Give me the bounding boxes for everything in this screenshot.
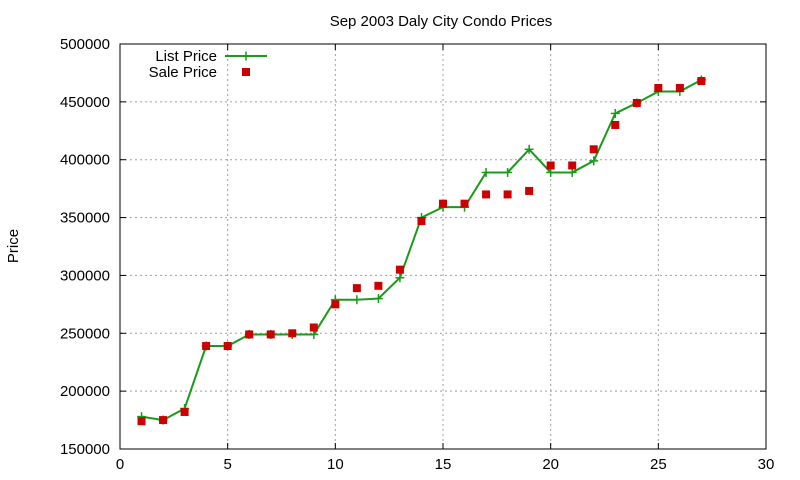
legend: List Price Sale Price bbox=[149, 48, 267, 81]
sale-price-point bbox=[180, 407, 189, 416]
x-tick-label: 10 bbox=[327, 456, 344, 473]
y-axis-label: Price bbox=[5, 229, 22, 263]
sale-price-point bbox=[654, 83, 663, 92]
sale-price-point bbox=[546, 161, 555, 170]
list-price-line bbox=[141, 78, 702, 422]
sale-price-point bbox=[159, 416, 168, 425]
sale-price-point bbox=[697, 77, 706, 86]
y-tick-label: 200000 bbox=[60, 383, 110, 400]
list-price-point bbox=[610, 108, 620, 118]
sale-price-point bbox=[309, 323, 318, 332]
y-tick-label: 450000 bbox=[60, 94, 110, 111]
sale-price-point bbox=[331, 300, 340, 309]
list-price-point bbox=[503, 167, 513, 177]
sale-price-point bbox=[503, 190, 512, 199]
y-tick-label: 150000 bbox=[60, 441, 110, 458]
x-tick-label: 15 bbox=[435, 456, 452, 473]
sale-price-point bbox=[395, 265, 404, 274]
list-price-point bbox=[352, 295, 362, 305]
y-tick-label: 400000 bbox=[60, 152, 110, 169]
x-tick-label: 25 bbox=[650, 456, 667, 473]
x-tick-label: 0 bbox=[116, 456, 124, 473]
sale-price-point bbox=[245, 330, 254, 339]
legend-marker-list-price bbox=[241, 51, 251, 61]
sale-price-point bbox=[417, 217, 426, 226]
list-price-point bbox=[589, 156, 599, 166]
sale-price-point bbox=[482, 190, 491, 199]
legend-swatch-sale-price bbox=[242, 68, 250, 76]
sale-price-point bbox=[439, 199, 447, 208]
y-tick-label: 350000 bbox=[60, 210, 110, 227]
sale-price-point bbox=[460, 199, 469, 208]
sale-price-point bbox=[568, 161, 577, 170]
axes: 0 5 10 15 20 25 30 150000 200000 250000 300000 3500… bbox=[60, 36, 774, 473]
list-price-point bbox=[524, 144, 534, 154]
x-tick-label: 20 bbox=[542, 456, 559, 473]
list-price-point bbox=[481, 167, 491, 177]
sale-price-point bbox=[288, 329, 297, 338]
sale-price-point bbox=[675, 83, 684, 92]
x-tick-label: 5 bbox=[223, 456, 231, 473]
sale-price-point bbox=[266, 330, 275, 339]
sale-price-point bbox=[589, 145, 598, 154]
x-tick-label: 30 bbox=[758, 456, 775, 473]
sale-price-point bbox=[525, 186, 534, 195]
sale-price-point bbox=[374, 281, 383, 290]
series bbox=[137, 75, 706, 426]
list-price-point bbox=[373, 294, 383, 304]
y-tick-label: 300000 bbox=[60, 267, 110, 284]
y-tick-label: 250000 bbox=[60, 325, 110, 342]
sale-price-point bbox=[137, 417, 146, 426]
sale-price-point bbox=[223, 342, 232, 351]
list-price-point bbox=[395, 273, 405, 283]
sale-price-point bbox=[632, 99, 641, 108]
chart-title: Sep 2003 Daly City Condo Prices bbox=[330, 13, 553, 30]
sale-price-point bbox=[202, 342, 211, 351]
grid bbox=[120, 44, 766, 449]
sale-price-point bbox=[352, 284, 361, 293]
sale-price-point bbox=[611, 121, 620, 129]
legend-label-sale-price: Sale Price bbox=[149, 64, 217, 81]
y-tick-label: 500000 bbox=[60, 36, 110, 53]
legend-label-list-price: List Price bbox=[155, 48, 217, 65]
